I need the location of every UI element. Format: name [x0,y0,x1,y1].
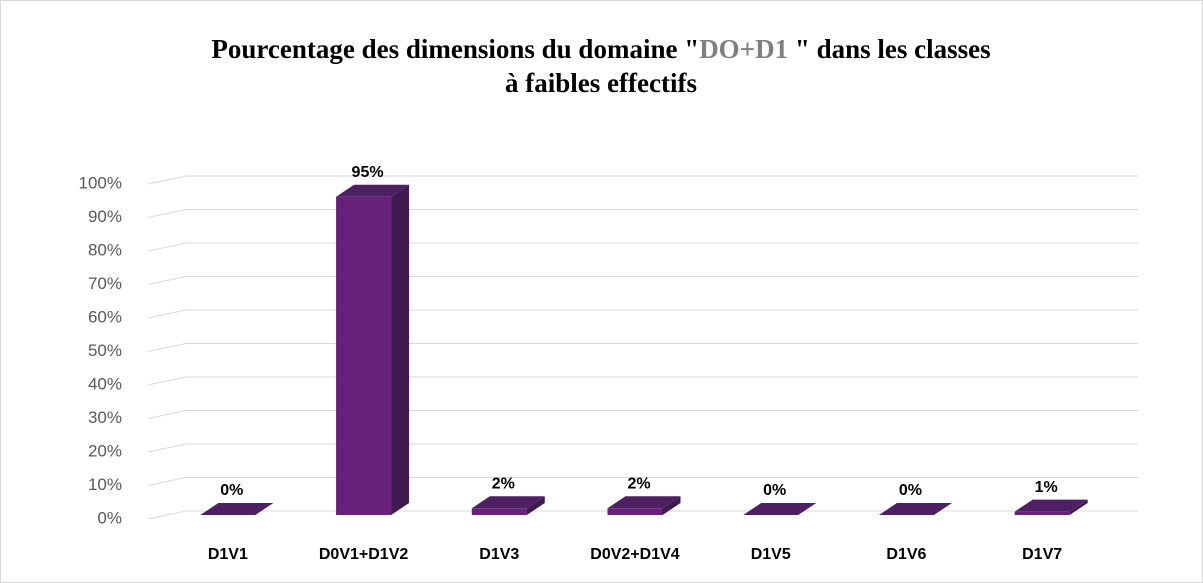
bar [200,503,274,515]
y-tick-label: 30% [88,408,122,427]
y-tick-label: 20% [88,441,122,460]
grid-line [147,376,187,386]
data-label: 2% [492,476,515,493]
bar-side [1069,499,1088,515]
bar-top [200,503,274,515]
y-tick-label: 0% [97,508,122,527]
bar-top [471,496,545,509]
y-tick-label: 90% [88,207,122,226]
title-segment: DO+D1 [699,34,788,64]
grid-line [147,276,187,285]
grid-line [147,175,187,185]
bar [607,496,681,515]
bar-top [607,496,681,509]
y-tick-label: 10% [88,475,122,494]
x-tick-label: D1V1 [208,546,248,563]
bar [743,503,817,515]
title-segment: " dans les classes [788,34,991,64]
data-label: 0% [763,482,786,499]
y-tick-label: 40% [88,374,122,393]
bar-front [607,508,663,515]
data-label: 0% [220,482,243,499]
data-label: 1% [1035,479,1058,496]
bar-top [1014,499,1088,512]
title-line: Pourcentage des dimensions du domaine "D… [211,34,990,64]
bar-front [336,196,392,515]
grid-line [147,443,187,453]
bar-top [743,503,817,515]
y-tick-label: 50% [88,341,122,360]
bar-top [336,184,410,197]
y-tick-label: 70% [88,274,122,293]
x-tick-label: D1V3 [479,546,519,563]
grid-line [147,309,187,319]
title-line: à faibles effectifs [505,68,697,98]
x-tick-label: D0V2+D1V4 [590,546,679,563]
title-segment: à faibles effectifs [505,68,697,98]
grid-line [147,410,187,419]
bar-top [878,503,952,515]
bar-front [471,508,527,515]
bar-side [662,496,681,515]
data-label: 2% [627,476,650,493]
bar-front [1014,511,1070,515]
title-segment: Pourcentage des dimensions du domaine " [211,34,699,64]
grid-line [147,343,187,352]
bar [1014,499,1088,515]
chart-title: Pourcentage des dimensions du domaine "D… [211,34,990,98]
y-tick-label: 60% [88,307,122,326]
x-tick-label: D0V1+D1V2 [319,546,408,563]
bar-side [391,184,410,515]
x-tick-label: D1V5 [751,546,791,563]
bar [336,184,410,515]
bar [471,496,545,515]
grid-line [147,209,187,218]
grid-line [147,510,187,520]
bar [878,503,952,515]
x-tick-label: D1V6 [886,546,926,563]
data-label: 0% [899,482,922,499]
x-tick-label: D1V7 [1022,546,1062,563]
data-label: 95% [352,164,384,181]
grid-line [147,242,187,252]
bar-side [526,496,545,515]
y-tick-label: 100% [79,173,122,192]
y-tick-label: 80% [88,240,122,259]
grid-line [147,477,187,486]
